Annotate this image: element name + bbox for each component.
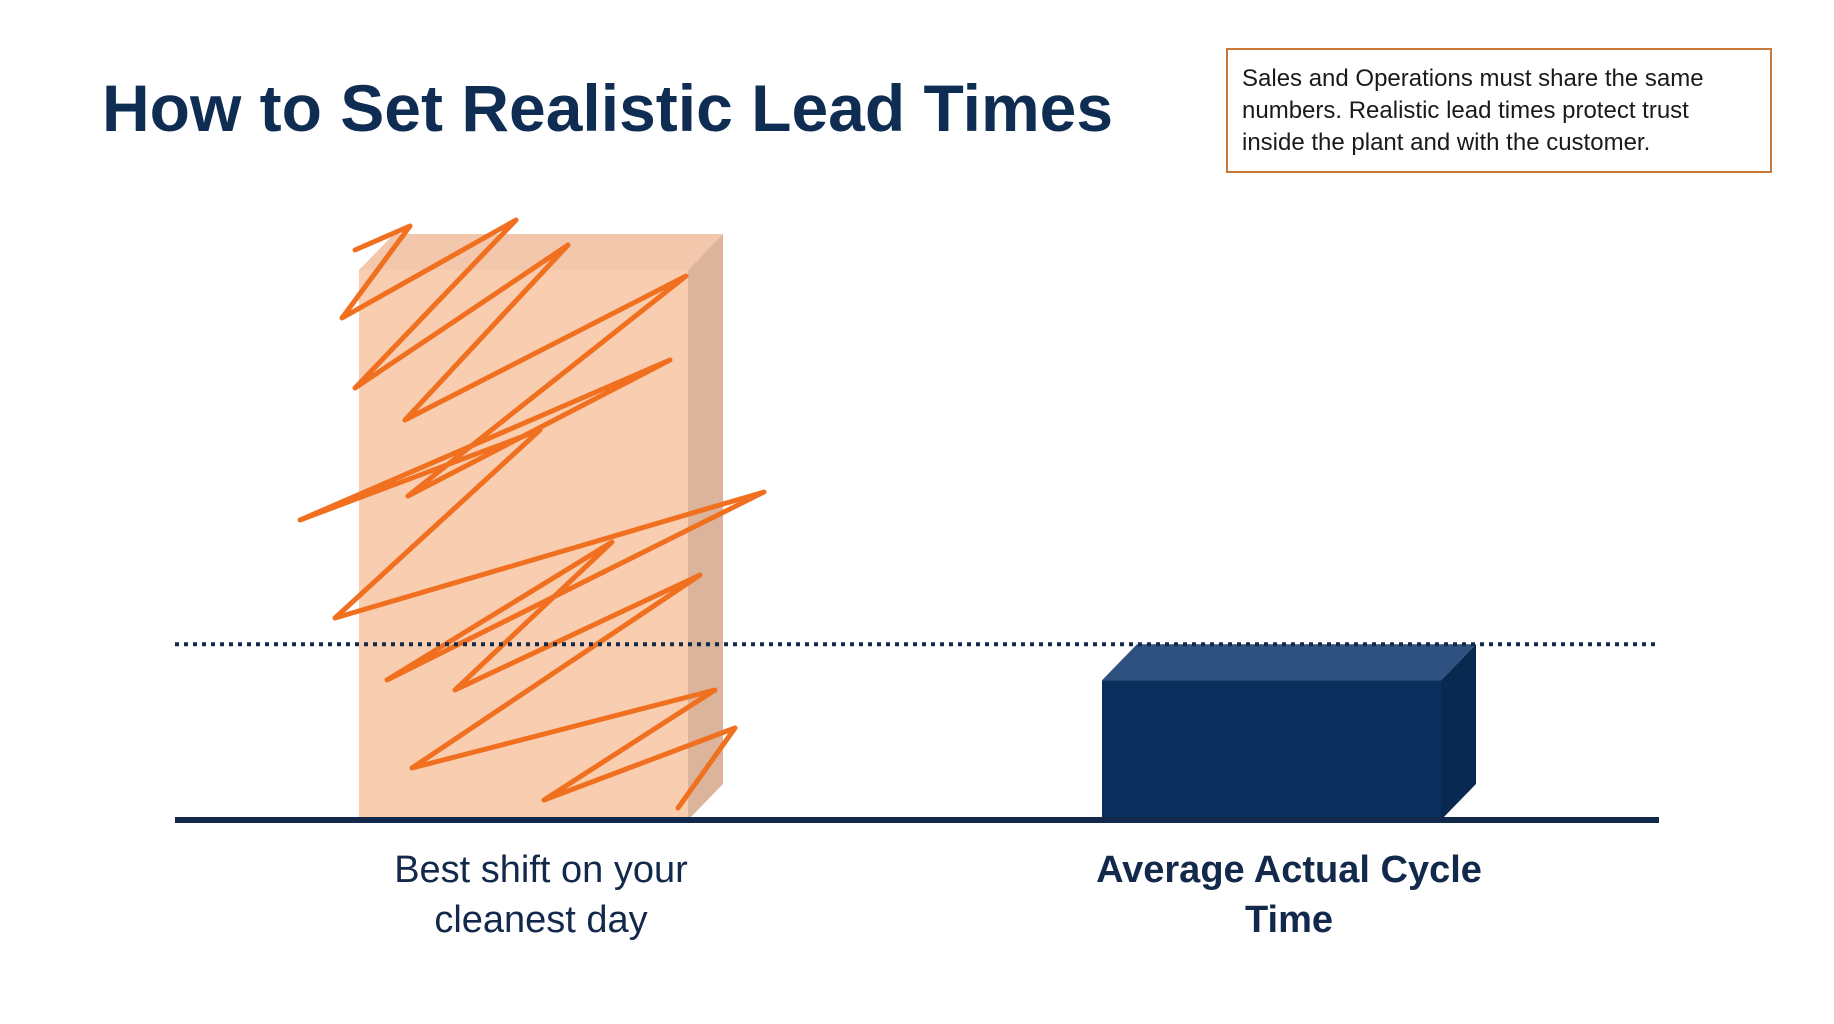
scribble xyxy=(297,217,767,811)
bar-top xyxy=(1102,644,1476,681)
bar-top xyxy=(359,234,723,270)
bar xyxy=(1102,680,1441,820)
category-label: Best shift on your cleanest day xyxy=(394,849,688,941)
bar-side xyxy=(1441,644,1476,820)
chart-title: How to Set Realistic Lead Times xyxy=(102,71,1114,145)
category-label: Average Actual Cycle Time xyxy=(1096,849,1482,941)
bar-side xyxy=(688,234,723,820)
annotation-box: Sales and Operations must share the same… xyxy=(1226,48,1772,173)
